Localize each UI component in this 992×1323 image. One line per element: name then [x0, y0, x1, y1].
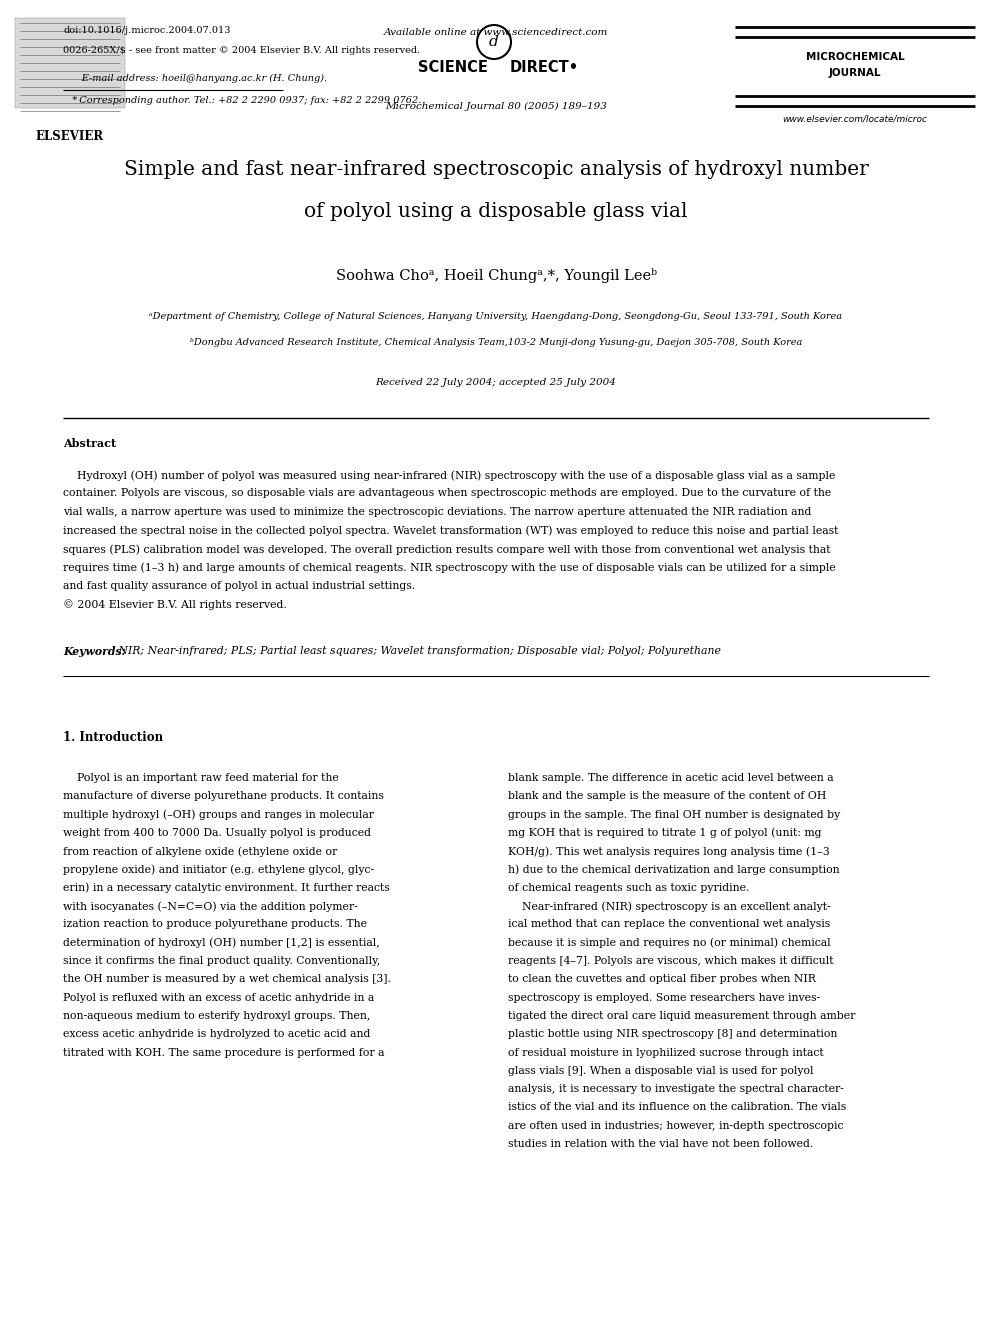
- Text: doi:10.1016/j.microc.2004.07.013: doi:10.1016/j.microc.2004.07.013: [63, 26, 230, 34]
- Text: SCIENCE: SCIENCE: [418, 60, 488, 75]
- Text: manufacture of diverse polyurethane products. It contains: manufacture of diverse polyurethane prod…: [63, 791, 384, 802]
- Text: Microchemical Journal 80 (2005) 189–193: Microchemical Journal 80 (2005) 189–193: [385, 102, 607, 111]
- Text: Near-infrared (NIR) spectroscopy is an excellent analyt-: Near-infrared (NIR) spectroscopy is an e…: [508, 901, 830, 912]
- Text: blank and the sample is the measure of the content of OH: blank and the sample is the measure of t…: [508, 791, 826, 802]
- Text: and fast quality assurance of polyol in actual industrial settings.: and fast quality assurance of polyol in …: [63, 581, 415, 591]
- Text: excess acetic anhydride is hydrolyzed to acetic acid and: excess acetic anhydride is hydrolyzed to…: [63, 1029, 370, 1039]
- Text: the OH number is measured by a wet chemical analysis [3].: the OH number is measured by a wet chemi…: [63, 974, 391, 984]
- Text: E-mail address: hoeil@hanyang.ac.kr (H. Chung).: E-mail address: hoeil@hanyang.ac.kr (H. …: [63, 74, 327, 83]
- Text: reagents [4–7]. Polyols are viscous, which makes it difficult: reagents [4–7]. Polyols are viscous, whi…: [508, 957, 833, 966]
- Text: Received 22 July 2004; accepted 25 July 2004: Received 22 July 2004; accepted 25 July …: [376, 378, 616, 388]
- Text: container. Polyols are viscous, so disposable vials are advantageous when spectr: container. Polyols are viscous, so dispo…: [63, 488, 831, 499]
- Text: JOURNAL: JOURNAL: [828, 67, 881, 78]
- Text: plastic bottle using NIR spectroscopy [8] and determination: plastic bottle using NIR spectroscopy [8…: [508, 1029, 837, 1039]
- Text: ical method that can replace the conventional wet analysis: ical method that can replace the convent…: [508, 919, 830, 929]
- Text: 0026-265X/$ - see front matter © 2004 Elsevier B.V. All rights reserved.: 0026-265X/$ - see front matter © 2004 El…: [63, 46, 421, 56]
- Text: glass vials [9]. When a disposable vial is used for polyol: glass vials [9]. When a disposable vial …: [508, 1066, 813, 1076]
- Text: istics of the vial and its influence on the calibration. The vials: istics of the vial and its influence on …: [508, 1102, 846, 1113]
- Text: blank sample. The difference in acetic acid level between a: blank sample. The difference in acetic a…: [508, 773, 833, 783]
- Text: increased the spectral noise in the collected polyol spectra. Wavelet transforma: increased the spectral noise in the coll…: [63, 525, 838, 536]
- Text: to clean the cuvettes and optical fiber probes when NIR: to clean the cuvettes and optical fiber …: [508, 974, 815, 984]
- Text: analysis, it is necessary to investigate the spectral character-: analysis, it is necessary to investigate…: [508, 1084, 844, 1094]
- Text: determination of hydroxyl (OH) number [1,2] is essential,: determination of hydroxyl (OH) number [1…: [63, 938, 380, 949]
- Text: with isocyanates (–N=C=O) via the addition polymer-: with isocyanates (–N=C=O) via the additi…: [63, 901, 358, 912]
- Text: erin) in a necessary catalytic environment. It further reacts: erin) in a necessary catalytic environme…: [63, 882, 390, 893]
- Text: from reaction of alkylene oxide (ethylene oxide or: from reaction of alkylene oxide (ethylen…: [63, 847, 337, 857]
- Text: mg KOH that is required to titrate 1 g of polyol (unit: mg: mg KOH that is required to titrate 1 g o…: [508, 828, 821, 839]
- Text: Simple and fast near-infrared spectroscopic analysis of hydroxyl number: Simple and fast near-infrared spectrosco…: [124, 160, 868, 179]
- Text: www.elsevier.com/locate/microc: www.elsevier.com/locate/microc: [783, 115, 928, 124]
- Text: squares (PLS) calibration model was developed. The overall prediction results co: squares (PLS) calibration model was deve…: [63, 544, 830, 554]
- Text: of residual moisture in lyophilized sucrose through intact: of residual moisture in lyophilized sucr…: [508, 1048, 823, 1057]
- Text: Polyol is an important raw feed material for the: Polyol is an important raw feed material…: [63, 773, 338, 783]
- Text: d: d: [489, 34, 499, 49]
- Text: requires time (1–3 h) and large amounts of chemical reagents. NIR spectroscopy w: requires time (1–3 h) and large amounts …: [63, 562, 835, 573]
- Text: h) due to the chemical derivatization and large consumption: h) due to the chemical derivatization an…: [508, 864, 839, 875]
- Text: ELSEVIER: ELSEVIER: [36, 130, 104, 143]
- Text: MICROCHEMICAL: MICROCHEMICAL: [806, 52, 905, 62]
- Text: because it is simple and requires no (or minimal) chemical: because it is simple and requires no (or…: [508, 938, 830, 949]
- Text: tigated the direct oral care liquid measurement through amber: tigated the direct oral care liquid meas…: [508, 1011, 855, 1021]
- Text: Polyol is refluxed with an excess of acetic anhydride in a: Polyol is refluxed with an excess of ace…: [63, 992, 374, 1003]
- Text: DIRECT•: DIRECT•: [510, 60, 579, 75]
- Text: ization reaction to produce polyurethane products. The: ization reaction to produce polyurethane…: [63, 919, 367, 929]
- Bar: [15, 19, 125, 108]
- Text: * Corresponding author. Tel.: +82 2 2290 0937; fax: +82 2 2299 0762.: * Corresponding author. Tel.: +82 2 2290…: [63, 97, 422, 105]
- Text: Soohwa Choᵃ, Hoeil Chungᵃ,*, Youngil Leeᵇ: Soohwa Choᵃ, Hoeil Chungᵃ,*, Youngil Lee…: [335, 269, 657, 283]
- Text: titrated with KOH. The same procedure is performed for a: titrated with KOH. The same procedure is…: [63, 1048, 385, 1057]
- Text: Available online at www.sciencedirect.com: Available online at www.sciencedirect.co…: [384, 28, 608, 37]
- Text: ᵇDongbu Advanced Research Institute, Chemical Analysis Team,103-2 Munji-dong Yus: ᵇDongbu Advanced Research Institute, Che…: [189, 337, 803, 347]
- Text: propylene oxide) and initiator (e.g. ethylene glycol, glyc-: propylene oxide) and initiator (e.g. eth…: [63, 864, 374, 875]
- Text: groups in the sample. The final OH number is designated by: groups in the sample. The final OH numbe…: [508, 810, 840, 820]
- Text: KOH/g). This wet analysis requires long analysis time (1–3: KOH/g). This wet analysis requires long …: [508, 847, 829, 857]
- Text: are often used in industries; however, in-depth spectroscopic: are often used in industries; however, i…: [508, 1121, 843, 1131]
- Text: weight from 400 to 7000 Da. Usually polyol is produced: weight from 400 to 7000 Da. Usually poly…: [63, 828, 371, 837]
- Text: © 2004 Elsevier B.V. All rights reserved.: © 2004 Elsevier B.V. All rights reserved…: [63, 599, 287, 610]
- Text: since it confirms the final product quality. Conventionally,: since it confirms the final product qual…: [63, 957, 380, 966]
- Text: non-aqueous medium to esterify hydroxyl groups. Then,: non-aqueous medium to esterify hydroxyl …: [63, 1011, 370, 1021]
- Text: Hydroxyl (OH) number of polyol was measured using near-infrared (NIR) spectrosco: Hydroxyl (OH) number of polyol was measu…: [63, 470, 835, 480]
- Text: 1. Introduction: 1. Introduction: [63, 732, 163, 744]
- Text: vial walls, a narrow aperture was used to minimize the spectroscopic deviations.: vial walls, a narrow aperture was used t…: [63, 507, 811, 517]
- Text: Abstract: Abstract: [63, 438, 116, 448]
- Text: NIR; Near-infrared; PLS; Partial least squares; Wavelet transformation; Disposab: NIR; Near-infrared; PLS; Partial least s…: [115, 646, 721, 656]
- Text: of chemical reagents such as toxic pyridine.: of chemical reagents such as toxic pyrid…: [508, 882, 749, 893]
- Text: multiple hydroxyl (–OH) groups and ranges in molecular: multiple hydroxyl (–OH) groups and range…: [63, 810, 374, 820]
- Text: ᵃDepartment of Chemistry, College of Natural Sciences, Hanyang University, Haeng: ᵃDepartment of Chemistry, College of Nat…: [150, 312, 842, 321]
- Text: studies in relation with the vial have not been followed.: studies in relation with the vial have n…: [508, 1139, 813, 1148]
- Text: spectroscopy is employed. Some researchers have inves-: spectroscopy is employed. Some researche…: [508, 992, 820, 1003]
- Text: of polyol using a disposable glass vial: of polyol using a disposable glass vial: [305, 202, 687, 221]
- Text: Keywords:: Keywords:: [63, 646, 126, 658]
